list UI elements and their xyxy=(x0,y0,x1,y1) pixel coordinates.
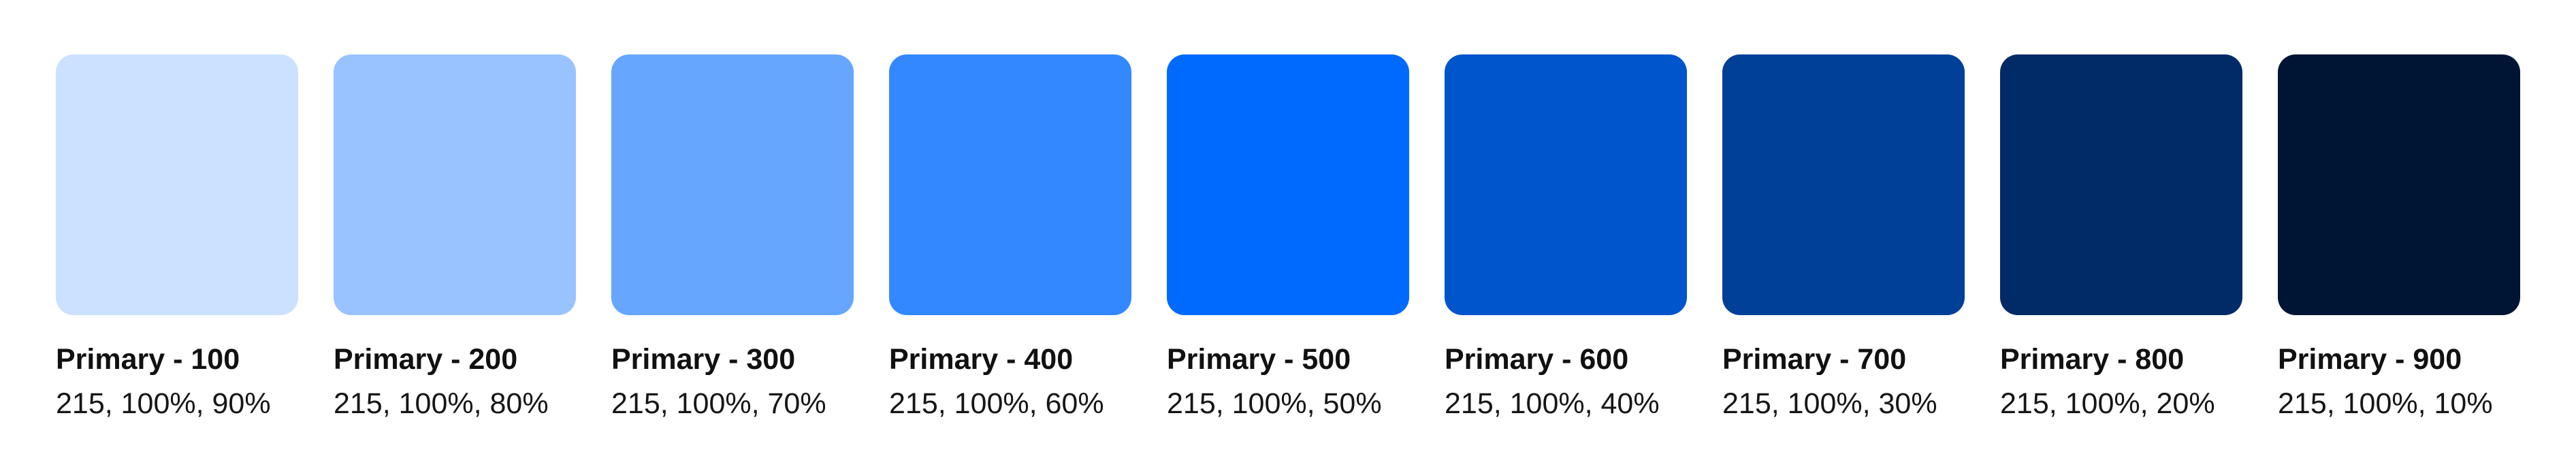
swatch-name-label: Primary - 300 xyxy=(611,343,796,376)
swatch-name-label: Primary - 100 xyxy=(56,343,240,376)
swatch-name-label: Primary - 700 xyxy=(1722,343,1907,376)
color-swatch xyxy=(2278,54,2520,315)
swatch-name-label: Primary - 900 xyxy=(2278,343,2462,376)
swatch-hsl-value: 215, 100%, 40% xyxy=(1445,387,1660,420)
swatch-name-label: Primary - 200 xyxy=(334,343,518,376)
swatch-hsl-value: 215, 100%, 20% xyxy=(2000,387,2215,420)
swatch-name-label: Primary - 500 xyxy=(1167,343,1351,376)
color-swatch xyxy=(334,54,576,315)
swatch-name-label: Primary - 400 xyxy=(889,343,1074,376)
color-swatch xyxy=(889,54,1131,315)
color-palette: Primary - 100 215, 100%, 90% Primary - 2… xyxy=(56,54,2520,421)
palette-column: Primary - 700 215, 100%, 30% xyxy=(1722,54,1965,421)
swatch-hsl-value: 215, 100%, 90% xyxy=(56,387,271,420)
color-swatch xyxy=(1445,54,1687,315)
palette-column: Primary - 400 215, 100%, 60% xyxy=(889,54,1131,421)
swatch-hsl-value: 215, 100%, 10% xyxy=(2278,387,2493,420)
palette-column: Primary - 100 215, 100%, 90% xyxy=(56,54,298,421)
swatch-name-label: Primary - 800 xyxy=(2000,343,2185,376)
palette-column: Primary - 500 215, 100%, 50% xyxy=(1167,54,1409,421)
color-swatch xyxy=(1167,54,1409,315)
color-swatch xyxy=(1722,54,1965,315)
color-swatch xyxy=(611,54,854,315)
swatch-hsl-value: 215, 100%, 30% xyxy=(1722,387,1937,420)
swatch-hsl-value: 215, 100%, 60% xyxy=(889,387,1104,420)
color-swatch xyxy=(2000,54,2242,315)
palette-column: Primary - 900 215, 100%, 10% xyxy=(2278,54,2520,421)
swatch-name-label: Primary - 600 xyxy=(1445,343,1629,376)
palette-column: Primary - 300 215, 100%, 70% xyxy=(611,54,854,421)
swatch-hsl-value: 215, 100%, 80% xyxy=(334,387,549,420)
palette-column: Primary - 200 215, 100%, 80% xyxy=(334,54,576,421)
color-swatch xyxy=(56,54,298,315)
palette-column: Primary - 600 215, 100%, 40% xyxy=(1445,54,1687,421)
swatch-hsl-value: 215, 100%, 70% xyxy=(611,387,826,420)
palette-column: Primary - 800 215, 100%, 20% xyxy=(2000,54,2242,421)
swatch-hsl-value: 215, 100%, 50% xyxy=(1167,387,1382,420)
